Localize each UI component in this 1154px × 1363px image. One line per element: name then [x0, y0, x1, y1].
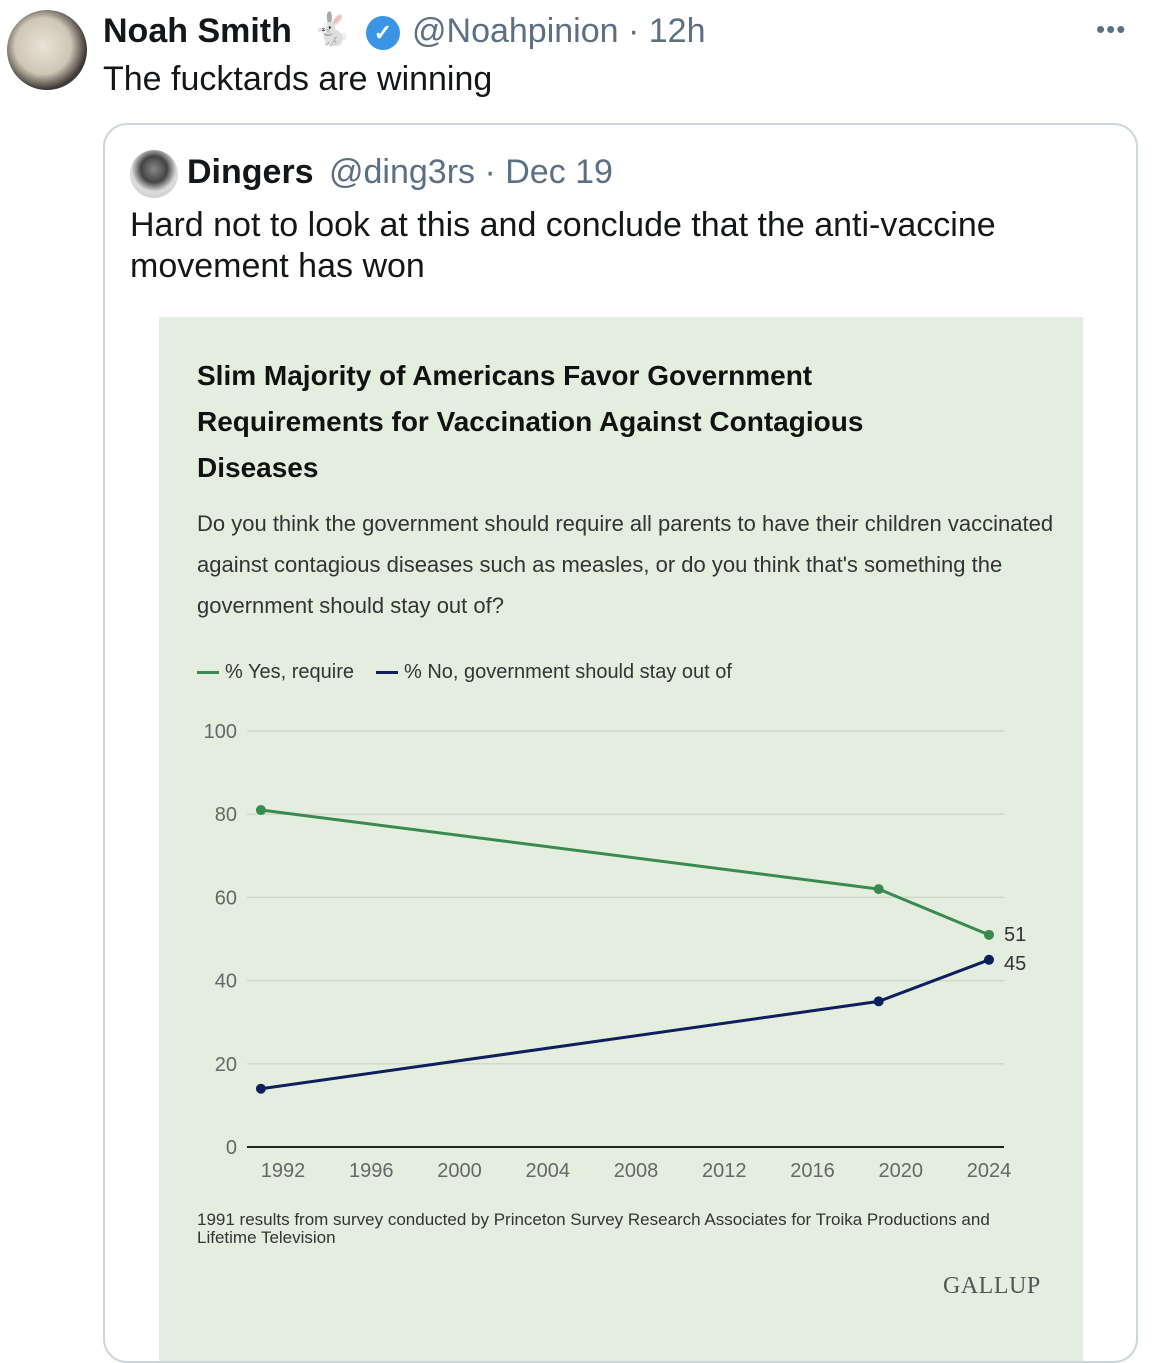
x-tick-label: 2004	[526, 1160, 571, 1182]
line-chart: 0 20 40 60 80 100 1992 1996 2000 2004 2008 2012 2016…	[204, 721, 1027, 1182]
y-tick-label: 0	[226, 1137, 237, 1159]
legend-swatch-yes	[197, 671, 219, 675]
chart-title: Slim Majority of Americans Favor Governm…	[197, 360, 864, 483]
data-point	[873, 996, 884, 1007]
chart-image[interactable]: Slim Majority of Americans Favor Governm…	[159, 317, 1083, 1361]
end-label: 51	[1004, 924, 1026, 946]
legend-label-no: % No, government should stay out of	[404, 661, 732, 683]
x-tick-label: 2024	[967, 1160, 1012, 1182]
legend-yes: % Yes, require	[197, 661, 354, 684]
gallup-logo: GALLUP	[943, 1273, 1041, 1299]
tweet-text: The fucktards are winning	[103, 60, 493, 98]
quoted-tweet-card[interactable]: Dingers @ding3rs · Dec 19 Hard not to lo…	[103, 123, 1138, 1363]
y-tick-label: 20	[215, 1054, 237, 1076]
legend-no: % No, government should stay out of	[376, 661, 732, 684]
x-tick-label: 2020	[879, 1160, 924, 1182]
author-avatar[interactable]	[7, 10, 87, 90]
y-tick-label: 80	[215, 804, 237, 826]
series-line-no	[260, 958, 990, 1091]
end-label: 45	[1004, 953, 1026, 975]
y-tick-label: 100	[204, 721, 237, 743]
author-name[interactable]: Noah Smith	[103, 12, 292, 50]
chart-note: 1991 results from survey conducted by Pr…	[197, 1210, 990, 1247]
quoted-author-handle-time[interactable]: @ding3rs · Dec 19	[329, 153, 613, 191]
x-tick-label: 1992	[261, 1160, 306, 1182]
x-tick-label: 1996	[349, 1160, 394, 1182]
verified-badge-icon: ✓	[366, 16, 400, 50]
x-tick-label: 2008	[614, 1160, 659, 1182]
x-tick-label: 2012	[702, 1160, 747, 1182]
more-horizontal-icon[interactable]: •••	[1096, 14, 1127, 44]
legend-label-yes: % Yes, require	[225, 661, 354, 683]
x-tick-label: 2000	[437, 1160, 482, 1182]
rabbit-emoji: 🐇	[312, 11, 352, 47]
y-tick-label: 60	[215, 887, 237, 909]
data-point	[984, 929, 994, 940]
data-point	[255, 805, 266, 816]
author-handle-time[interactable]: @Noahpinion · 12h	[412, 12, 706, 50]
data-point	[255, 1083, 266, 1094]
x-tick-label: 2016	[790, 1160, 835, 1182]
data-point	[984, 954, 994, 965]
data-point	[873, 884, 884, 895]
quoted-author-name[interactable]: Dingers	[187, 153, 314, 191]
y-tick-label: 40	[215, 971, 237, 993]
chart-subtitle: Do you think the government should requi…	[197, 511, 1054, 618]
legend-swatch-no	[376, 671, 398, 675]
quoted-author-avatar[interactable]	[130, 150, 178, 198]
series-line-yes	[260, 808, 990, 937]
quoted-tweet-text: Hard not to look at this and conclude th…	[130, 206, 996, 285]
